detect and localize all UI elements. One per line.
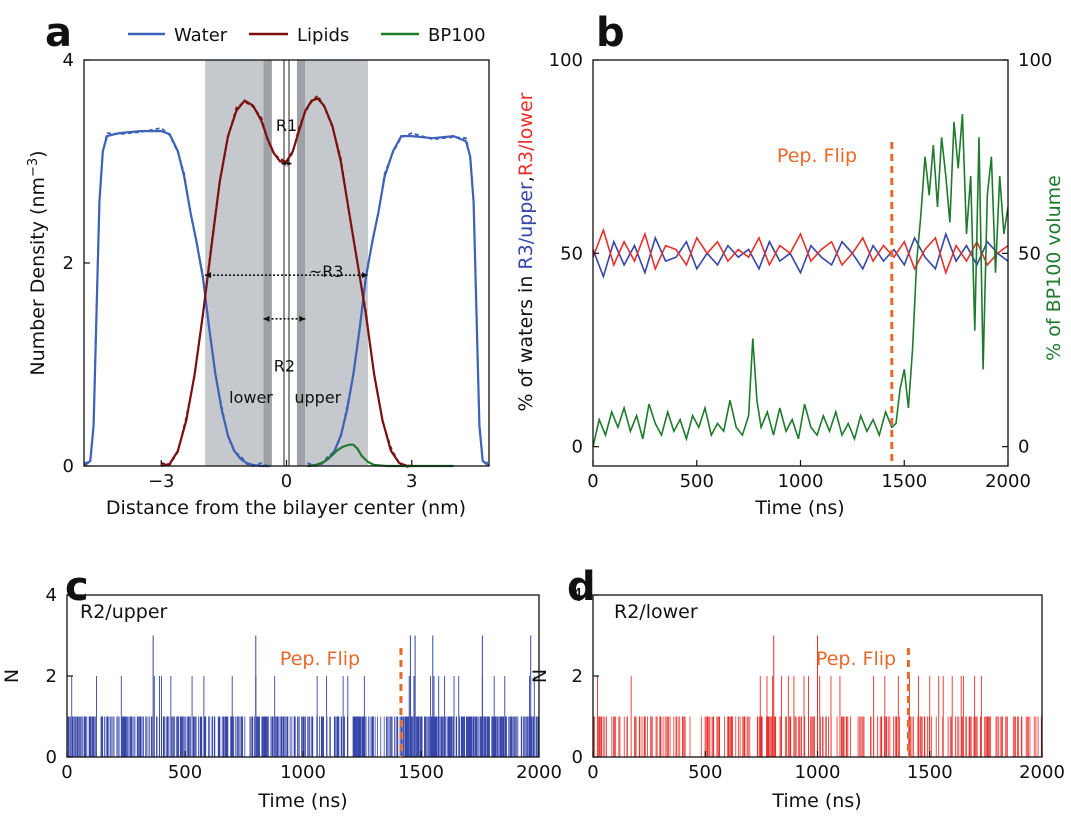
- panel-d: R2/lower Pep. Flip 0 500 1000 1500 2000 024 …: [529, 585, 1065, 812]
- panel-label-c: c: [65, 564, 89, 610]
- x-ticks-a: −3 0 3: [148, 460, 417, 492]
- y-tick-label: 2: [572, 666, 583, 687]
- y-axis-label-c: N: [1, 669, 23, 683]
- y-b-right-tick-label: 0: [1018, 437, 1029, 458]
- x-b-tick-label: 1000: [778, 471, 824, 492]
- density-lines: [83, 94, 490, 469]
- y-label-a-sup: −3: [26, 158, 41, 177]
- x-a-tick-label: −3: [148, 471, 175, 492]
- y-label-b-part1: % of waters in: [515, 270, 537, 412]
- x-ticks-d: 0 500 1000 1500 2000: [587, 751, 1065, 783]
- y-label-a-main: Number Density (nm: [27, 177, 49, 376]
- y-b-right-tick-label: 50: [1018, 243, 1041, 264]
- x-tick-label: 0: [587, 762, 598, 783]
- y-axis-label-b-right: % of BP100 volume: [1043, 175, 1065, 361]
- y-axis-label-a: Number Density (nm−3): [26, 150, 49, 375]
- y-ticks-d: 0 2 4: [572, 585, 599, 768]
- y-ticks-a: 0 2 4: [63, 50, 90, 477]
- y-tick-label: 4: [46, 585, 57, 606]
- annotation-R1: R1: [276, 116, 297, 135]
- x-tick-label: 2000: [1019, 762, 1065, 783]
- panel-label-b: b: [596, 10, 625, 56]
- arrowheads-R1: [281, 160, 292, 167]
- y-ticks-c: 0 2 4: [46, 585, 73, 768]
- panel-b: Pep. Flip 0 500 1000 1500 2000 050100050100 …: [515, 50, 1065, 519]
- x-tick-label: 1500: [398, 762, 444, 783]
- y-a-tick-label: 0: [63, 456, 74, 477]
- lipids-dashed-line: [160, 94, 413, 469]
- x-axis-label-d: Time (ns): [771, 790, 861, 812]
- x-ticks-b: 0 500 1000 1500 2000: [587, 460, 1031, 492]
- y-a-tick-label: 2: [63, 253, 74, 274]
- panel-title-d: R2/lower: [614, 601, 698, 623]
- r3-lower-line: [592, 227, 1009, 276]
- x-axis-label-a: Distance from the bilayer center (nm): [106, 497, 466, 519]
- y-b-left-tick-label: 50: [560, 243, 583, 264]
- shaded-region: [263, 60, 272, 466]
- annotation-upper: upper: [294, 388, 341, 407]
- y-axis-label-b: % of waters in R3/upper,R3/lower: [515, 92, 537, 411]
- x-b-tick-label: 500: [680, 471, 714, 492]
- y-label-a-close: ): [27, 150, 49, 157]
- shaded-region: [205, 60, 264, 466]
- bp100-line: [592, 114, 1009, 447]
- annotation-lower: lower: [229, 388, 273, 407]
- legend-water-label: Water: [174, 25, 228, 46]
- x-tick-label: 500: [168, 762, 202, 783]
- x-tick-label: 1000: [280, 762, 326, 783]
- x-tick-label: 1000: [795, 762, 841, 783]
- x-a-tick-label: 0: [281, 471, 292, 492]
- y-tick-label: 4: [572, 585, 583, 606]
- center-lines: [283, 60, 290, 466]
- flip-label-d: Pep. Flip: [816, 648, 896, 670]
- x-axis-label-b: Time (ns): [754, 497, 844, 519]
- y-b-left-tick-label: 0: [572, 437, 583, 458]
- water-density-line: [307, 134, 490, 468]
- y-b-left-tick-label: 100: [549, 50, 583, 71]
- legend-a: Water Lipids BP100: [128, 25, 486, 46]
- plot-frame-b: [592, 59, 1009, 467]
- water-density-line: [83, 130, 270, 468]
- y-label-b-upper: R3/upper: [515, 182, 537, 270]
- y-label-b-lower: R3/lower: [515, 92, 537, 176]
- x-a-tick-label: 3: [406, 471, 417, 492]
- y-a-tick-label: 4: [63, 50, 74, 71]
- x-b-tick-label: 0: [587, 471, 598, 492]
- x-tick-label: 0: [61, 762, 72, 783]
- y-tick-label: 0: [572, 747, 583, 768]
- y-b-right-tick-label: 100: [1018, 50, 1052, 71]
- count-spikes-c: [67, 635, 539, 757]
- flip-label-b: Pep. Flip: [777, 145, 857, 167]
- panel-c: R2/upper Pep. Flip 0 500 1000 1500 2000 024 …: [1, 585, 562, 812]
- x-b-tick-label: 1500: [881, 471, 927, 492]
- x-tick-label: 2000: [516, 762, 562, 783]
- y-label-b-comma: ,: [515, 176, 537, 182]
- y-axis-label-d: N: [529, 669, 551, 683]
- x-tick-label: 500: [688, 762, 722, 783]
- y-tick-label: 2: [46, 666, 57, 687]
- shaded-region: [296, 60, 306, 466]
- flip-label-c: Pep. Flip: [280, 648, 360, 670]
- annotation-R3: ~R3: [309, 262, 344, 281]
- x-b-tick-label: 2000: [985, 471, 1031, 492]
- panel-label-d: d: [567, 564, 596, 610]
- lipids-density-line: [160, 97, 412, 468]
- legend-bp100-label: BP100: [428, 25, 486, 46]
- water-fraction-lines: [592, 114, 1009, 447]
- annotation-R2: R2: [274, 357, 295, 376]
- legend-lipids-label: Lipids: [297, 25, 349, 46]
- y-ticks-b: 0 50 100 0 50 100: [549, 50, 1053, 458]
- x-tick-label: 1500: [907, 762, 953, 783]
- x-axis-label-c: Time (ns): [257, 790, 347, 812]
- y-tick-label: 0: [46, 747, 57, 768]
- panel-title-c: R2/upper: [80, 601, 168, 623]
- panel-label-a: a: [45, 10, 72, 56]
- x-ticks-c: 0 500 1000 1500 2000: [61, 751, 562, 783]
